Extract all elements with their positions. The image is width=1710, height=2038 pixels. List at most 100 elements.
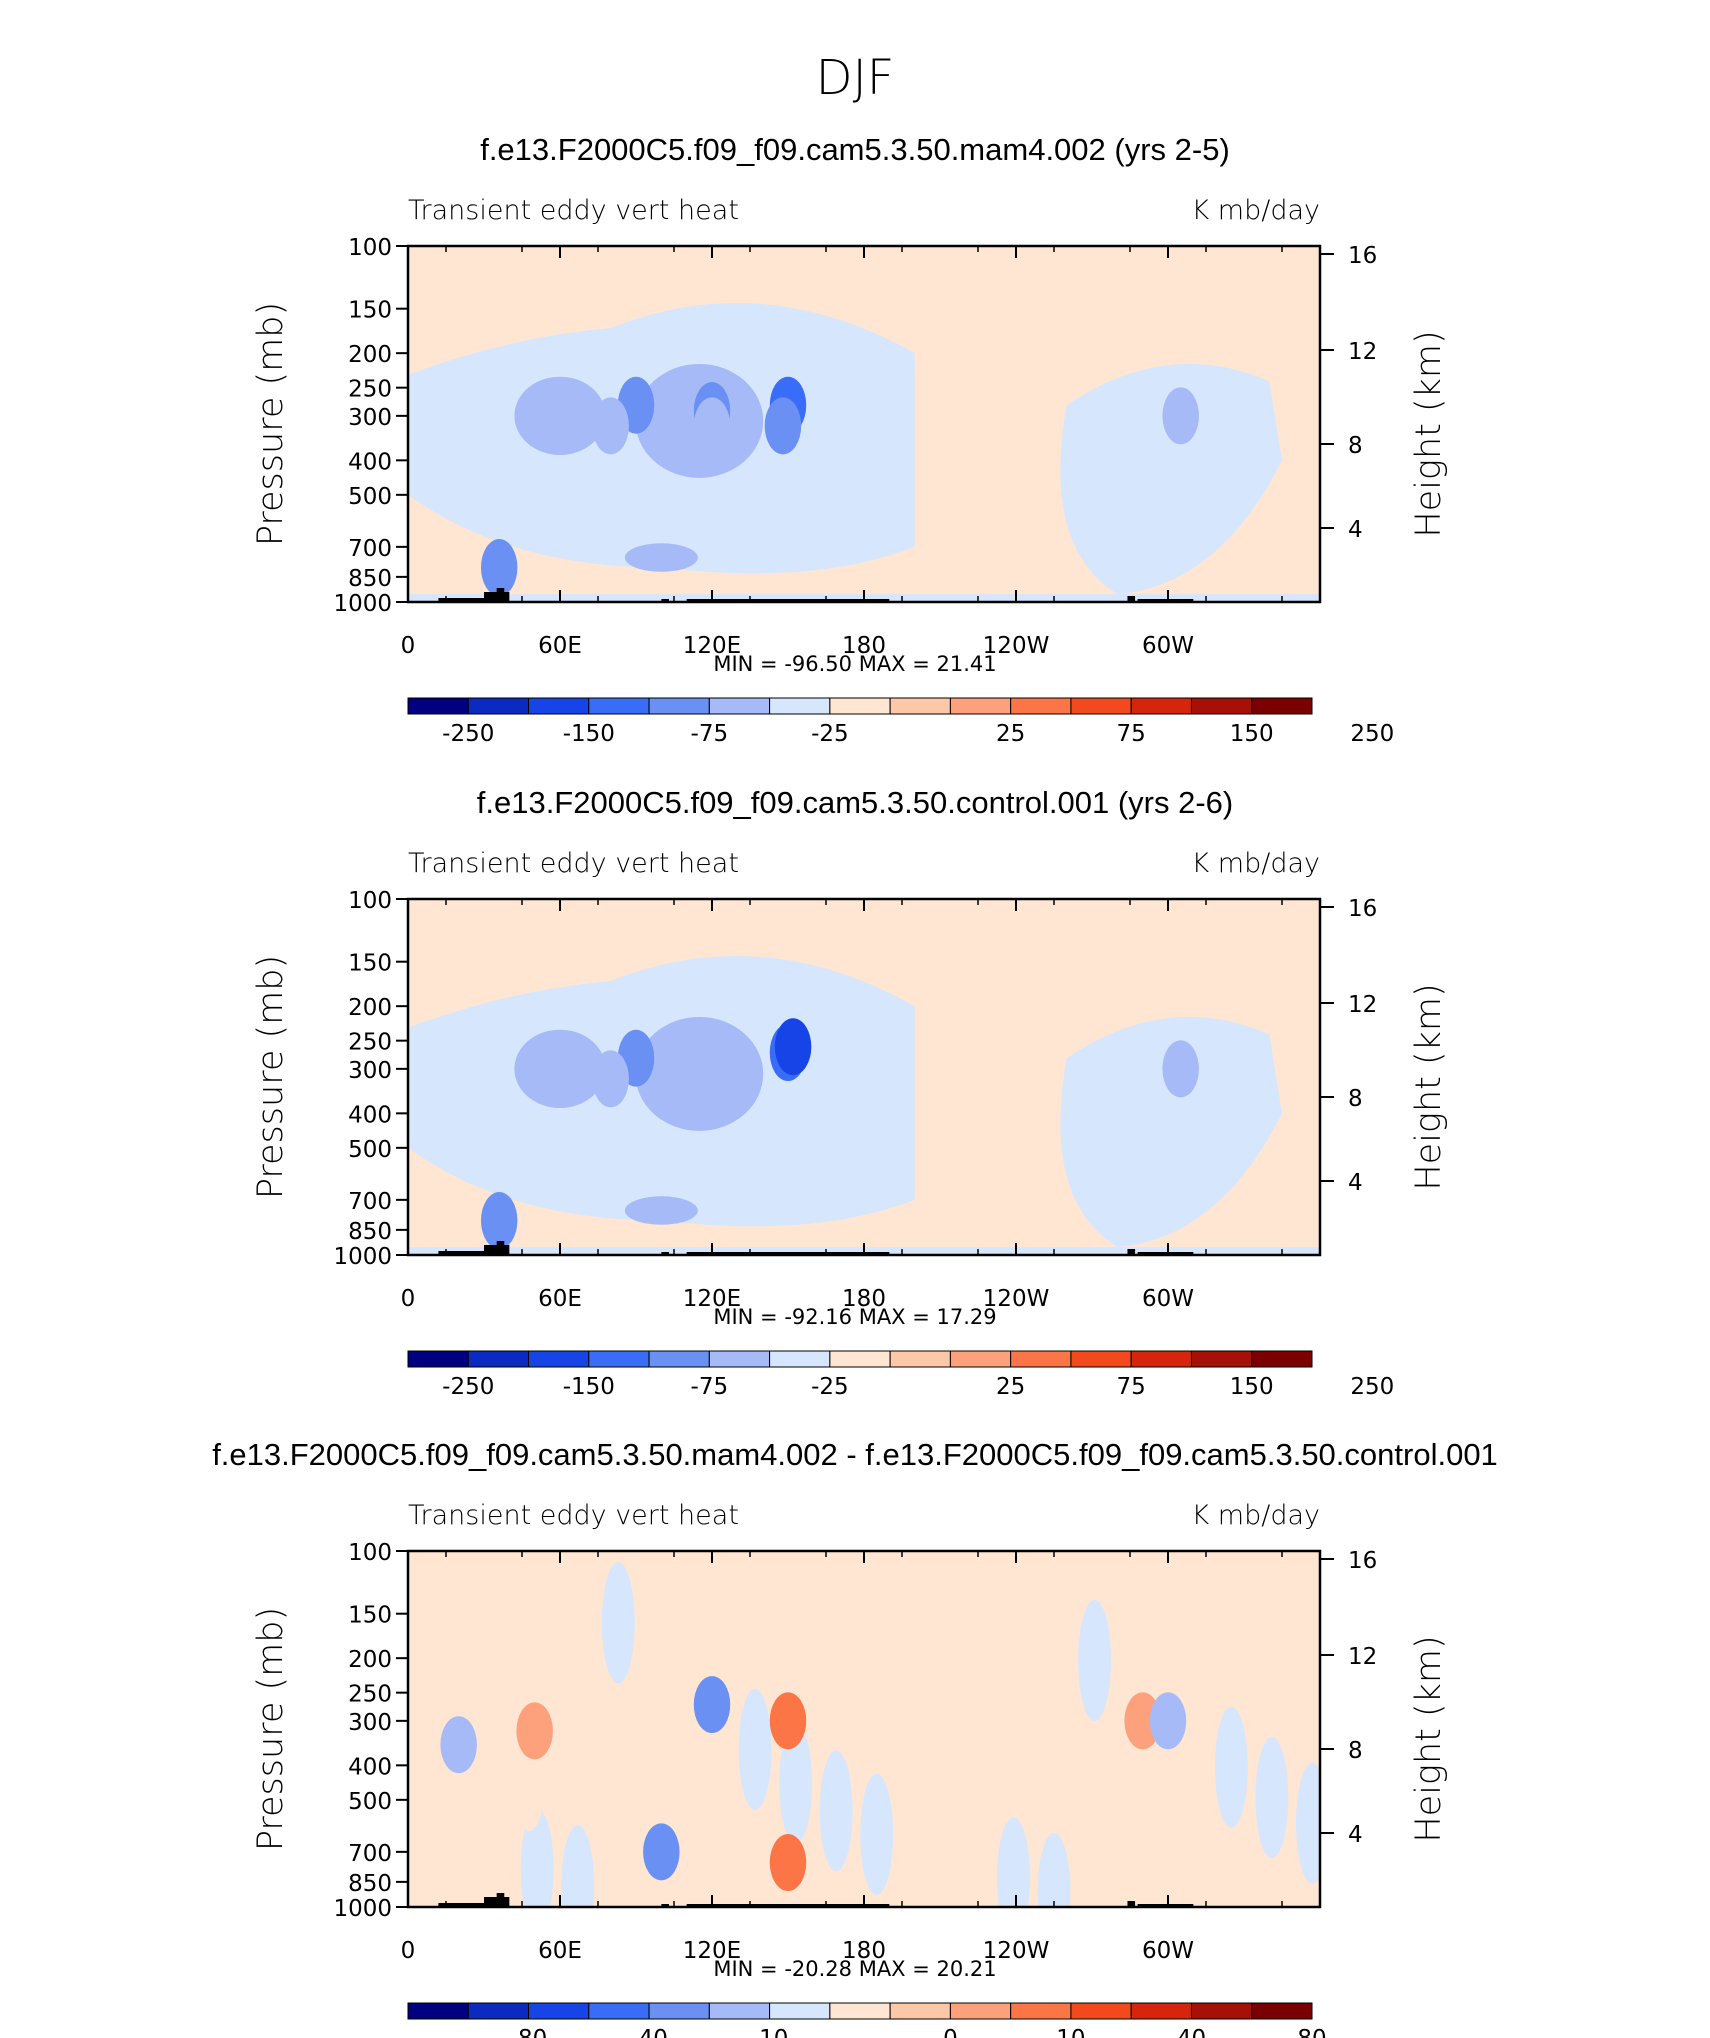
colorbar-label: 150 (1230, 1374, 1274, 1400)
colorbar-label: 0 (943, 2026, 958, 2038)
field-patch (1078, 1599, 1111, 1721)
ytick-label: 500 (348, 1137, 392, 1163)
xtick-label: 60W (1142, 1286, 1194, 1312)
terrain-mask (438, 1241, 1194, 1255)
panel-units-label: K mb/day (1192, 195, 1321, 226)
terrain-block (686, 1252, 890, 1255)
terrain-block (496, 588, 505, 602)
colorbar-label: -40 (630, 2026, 668, 2038)
ytick-label: 150 (348, 1603, 392, 1629)
colorbar-swatch (648, 697, 710, 715)
ytick-label: 700 (348, 536, 392, 562)
terrain-mask (438, 588, 1194, 602)
field-patch (779, 1722, 813, 1844)
y2tick-label: 8 (1348, 433, 1363, 459)
y2-axis-title: Height (km) (1409, 983, 1449, 1190)
ytick-label: 300 (348, 1710, 392, 1736)
ytick-label: 400 (348, 449, 392, 475)
y2-axis-title: Height (km) (1409, 1635, 1449, 1842)
ytick-label: 300 (348, 1058, 392, 1084)
colorbar-swatch (949, 697, 1012, 715)
colorbar-swatch (588, 697, 650, 715)
colorbar-swatch (769, 1350, 831, 1368)
colorbar-swatch (1130, 697, 1192, 715)
colorbar-swatch (949, 1350, 1012, 1368)
y2tick-label: 4 (1348, 517, 1363, 543)
contour-feature (440, 1716, 477, 1774)
panel-units-label: K mb/day (1192, 848, 1321, 879)
contour-field (408, 899, 1320, 1255)
contour-feature (1124, 1692, 1161, 1750)
y2tick-label: 12 (1348, 992, 1377, 1018)
colorbar-swatch (648, 1350, 710, 1368)
field-patch (867, 1592, 901, 1714)
xtick-label: 60E (538, 1286, 582, 1312)
xtick-label: 0 (401, 1286, 416, 1312)
contour-field (408, 246, 1320, 602)
y2tick-label: 12 (1348, 339, 1377, 365)
colorbar-swatch (1251, 697, 1313, 715)
xtick-label: 180 (842, 1286, 886, 1312)
terrain-block (1137, 1904, 1194, 1907)
colorbar-label: 40 (1177, 2026, 1206, 2038)
colorbar-swatch (1010, 2002, 1072, 2020)
colorbar-label: -80 (510, 2026, 548, 2038)
colorbar-label: -250 (442, 721, 494, 747)
y2tick-label: 4 (1348, 1170, 1363, 1196)
xtick-label: 0 (401, 1938, 416, 1964)
colorbar-swatch (1130, 1350, 1192, 1368)
negative-region (624, 1196, 698, 1225)
colorbar-swatch (708, 697, 771, 715)
field-patch (1255, 1737, 1289, 1859)
xtick-label: 60E (538, 633, 582, 659)
colorbar-swatch (1190, 697, 1253, 715)
field-patch (1166, 1801, 1200, 1907)
contour-feature (480, 539, 518, 596)
ytick-label: 1000 (333, 591, 392, 617)
colorbar-label: -75 (691, 1374, 729, 1400)
colorbar-swatch (1010, 1350, 1072, 1368)
contour-feature (1149, 1692, 1187, 1750)
colorbar-swatch (889, 1350, 951, 1368)
terrain-block (438, 598, 500, 602)
negative-region (624, 543, 698, 572)
panel-title: f.e13.F2000C5.f09_f09.cam5.3.50.control.… (477, 785, 1234, 820)
ytick-label: 850 (348, 1219, 392, 1245)
ytick-label: 100 (348, 235, 392, 261)
colorbar-swatch (648, 2002, 710, 2020)
xtick-label: 0 (401, 633, 416, 659)
colorbar-label: 25 (996, 721, 1025, 747)
contour-field (408, 1551, 1320, 1907)
colorbar-swatch (1010, 697, 1072, 715)
xtick-label: 180 (842, 633, 886, 659)
xtick-label: 120W (983, 1938, 1050, 1964)
colorbar-swatch (407, 1350, 469, 1368)
terrain-block (438, 1903, 500, 1907)
contour-feature (643, 1823, 680, 1881)
ytick-label: 150 (348, 298, 392, 324)
contour-feature (693, 1676, 731, 1734)
colorbar-swatch (528, 2002, 590, 2020)
colorbar-swatch (467, 697, 530, 715)
ytick-label: 400 (348, 1754, 392, 1780)
colorbar-label: 250 (1350, 721, 1394, 747)
y2tick-label: 8 (1348, 1738, 1363, 1764)
terrain-block (1127, 596, 1136, 602)
field-patch (432, 1624, 465, 1746)
field-patch (738, 1688, 772, 1810)
xtick-label: 60W (1142, 1938, 1194, 1964)
panel-left-label: Transient eddy vert heat (408, 848, 739, 879)
contour-feature (693, 1050, 731, 1108)
terrain-block (1137, 599, 1194, 602)
colorbar-label: -150 (563, 721, 615, 747)
colorbar-swatch (1130, 2002, 1192, 2020)
ytick-label: 1000 (333, 1896, 392, 1922)
colorbar-swatch (407, 697, 469, 715)
terrain-block (686, 1904, 890, 1907)
xtick-label: 60E (538, 1938, 582, 1964)
terrain-block (496, 1893, 505, 1907)
colorbar-label: -25 (811, 721, 849, 747)
ytick-label: 850 (348, 566, 392, 592)
y2tick-label: 12 (1348, 1644, 1377, 1670)
